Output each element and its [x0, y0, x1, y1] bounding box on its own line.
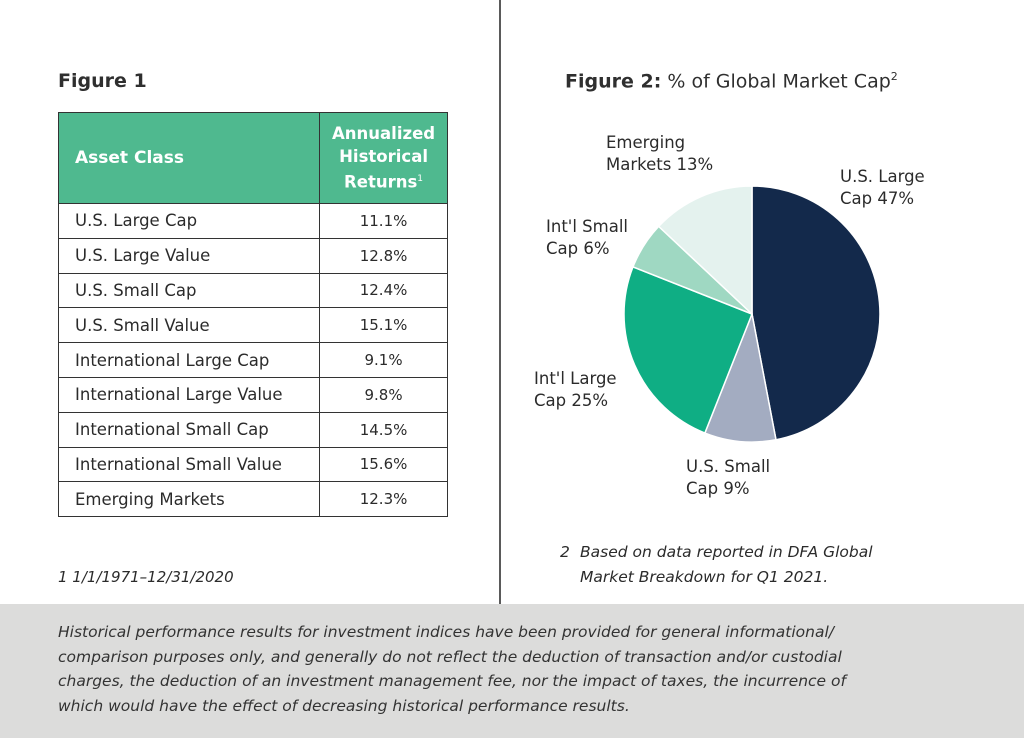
- asset-name: U.S. Small Cap: [57, 272, 321, 309]
- header-annualized-returns: Annualized Historical Returns1: [319, 112, 448, 204]
- figure2-title-bold: Figure 2:: [565, 70, 662, 93]
- footnote-line-2: Market Breakdown for Q1 2021.: [580, 568, 829, 586]
- table-row: International Small Value 15.6%: [57, 446, 448, 483]
- figure2-title-footnote-mark: 2: [890, 70, 898, 83]
- table-header-row: Asset Class Annualized Historical Return…: [57, 112, 448, 204]
- asset-return: 14.5%: [319, 411, 448, 448]
- disclaimer-line: which would have the effect of decreasin…: [58, 696, 630, 715]
- asset-name: U.S. Large Cap: [57, 203, 321, 239]
- slice-label-line: U.S. Large: [840, 167, 925, 186]
- asset-name: International Large Cap: [57, 342, 321, 378]
- disclaimer-line: charges, the deduction of an investment …: [58, 672, 846, 690]
- pie-slice-int-l-large-cap: [623, 265, 753, 434]
- asset-name: International Large Value: [57, 376, 321, 413]
- header-asset-class: Asset Class: [57, 112, 321, 204]
- table-row: U.S. Small Cap 12.4%: [57, 272, 448, 309]
- slice-label-line: Emerging: [606, 133, 686, 152]
- slice-label-line: Int'l Large: [534, 369, 617, 388]
- figure2-title: Figure 2: % of Global Market Cap2: [565, 70, 898, 92]
- asset-return: 12.4%: [319, 272, 448, 309]
- table-row: International Small Cap 14.5%: [57, 411, 448, 448]
- asset-return: 9.1%: [319, 342, 448, 378]
- asset-name: U.S. Large Value: [57, 237, 321, 274]
- slice-label-line: Int'l Small: [546, 217, 628, 236]
- asset-return: 15.6%: [319, 446, 448, 483]
- slice-label-line: U.S. Small: [686, 457, 771, 476]
- table-row: U.S. Large Cap 11.1%: [57, 203, 448, 239]
- slice-label-line: Cap 6%: [546, 239, 610, 258]
- header-footnote-mark: 1: [417, 174, 424, 185]
- figure1-title: Figure 1: [58, 70, 147, 92]
- disclaimer-line: comparison purposes only, and generally …: [58, 647, 842, 666]
- slice-label-us-small-cap: U.S. Small Cap 9%: [686, 456, 770, 500]
- asset-return: 11.1%: [319, 203, 448, 239]
- footnote-line-1: Based on data reported in DFA Global: [580, 543, 873, 561]
- header-line-2: Historical: [339, 147, 428, 167]
- pie-slice-emerging-markets: [657, 185, 753, 316]
- slice-label-line: Cap 47%: [840, 189, 915, 208]
- slice-label-line: Cap 9%: [686, 479, 750, 498]
- slice-label-us-large-cap: U.S. Large Cap 47%: [840, 166, 925, 210]
- table-row: U.S. Large Value 12.8%: [57, 237, 448, 274]
- slice-label-emerging-markets: Emerging Markets 13%: [606, 132, 713, 176]
- asset-return: 12.3%: [319, 481, 448, 518]
- vertical-divider: [499, 0, 501, 604]
- slice-label-line: Cap 25%: [534, 391, 609, 410]
- table-row: U.S. Small Value 15.1%: [57, 307, 448, 344]
- asset-name: U.S. Small Value: [57, 307, 321, 344]
- table-row: International Large Value 9.8%: [57, 376, 448, 413]
- pie-slice-u-s-large-cap: [751, 185, 881, 441]
- asset-return: 12.8%: [319, 237, 448, 274]
- footnote-number: 2: [560, 543, 570, 561]
- figure1-footnote: 1 1/1/1971–12/31/2020: [58, 568, 234, 586]
- asset-return: 9.8%: [319, 376, 448, 413]
- disclaimer-line: Historical performance results for inves…: [58, 623, 834, 641]
- figure2-title-text: % of Global Market Cap: [661, 70, 891, 93]
- table-row: Emerging Markets 12.3%: [57, 481, 448, 518]
- asset-name: International Small Value: [57, 446, 321, 483]
- disclaimer-box: Historical performance results for inves…: [0, 604, 1024, 738]
- header-line-1: Annualized: [332, 124, 436, 144]
- slice-label-intl-small-cap: Int'l Small Cap 6%: [546, 216, 628, 260]
- asset-name: International Small Cap: [57, 411, 321, 448]
- asset-returns-table: Asset Class Annualized Historical Return…: [57, 112, 448, 518]
- figure2-footnote: 2 Based on data reported in DFA Global Ma…: [560, 540, 950, 590]
- table-row: International Large Cap 9.1%: [57, 342, 448, 378]
- slice-label-intl-large-cap: Int'l Large Cap 25%: [534, 368, 617, 412]
- slice-label-line: Markets 13%: [606, 155, 714, 174]
- asset-return: 15.1%: [319, 307, 448, 344]
- asset-name: Emerging Markets: [57, 481, 321, 518]
- market-cap-pie-chart: [623, 185, 881, 443]
- header-line-3: Returns: [344, 172, 418, 192]
